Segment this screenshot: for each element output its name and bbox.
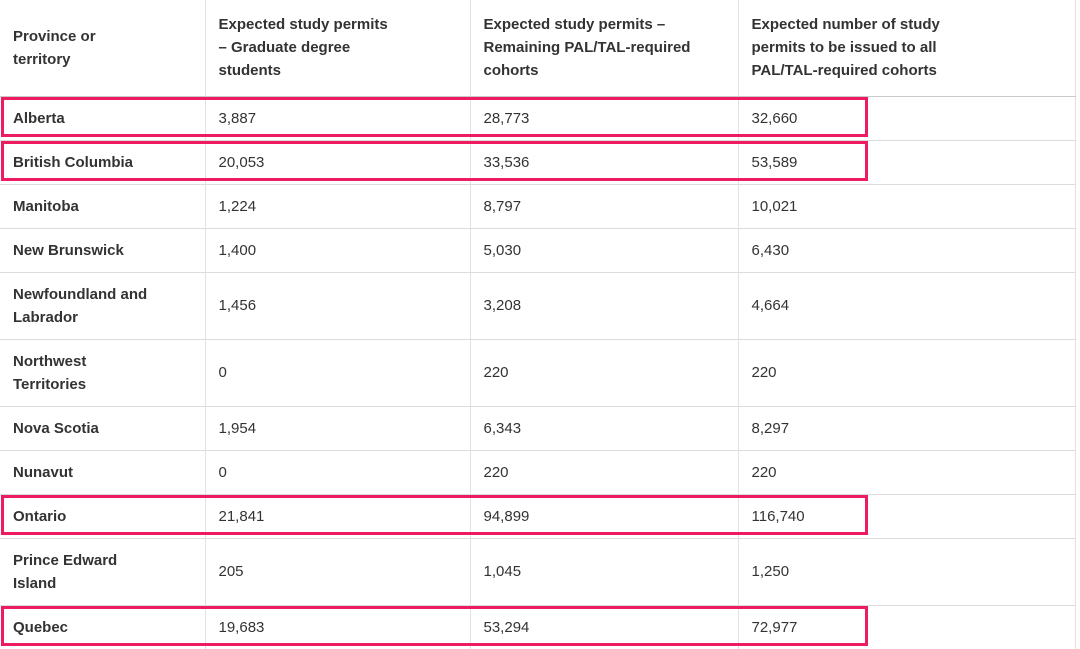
value-cell: 72,977 bbox=[738, 605, 1076, 649]
table-row: Nunavut 0 220 220 bbox=[0, 450, 1076, 495]
table-row: New Brunswick 1,400 5,030 6,430 bbox=[0, 228, 1076, 273]
province-cell: Newfoundland and Labrador bbox=[0, 272, 206, 340]
column-header-total-permits: Expected number of study permits to be i… bbox=[738, 0, 1076, 97]
value-cell: 220 bbox=[738, 450, 1076, 495]
province-cell: Nova Scotia bbox=[0, 406, 206, 451]
table-body: Alberta 3,887 28,773 32,660 British Columbia… bbox=[0, 96, 1076, 649]
value-cell: 0 bbox=[205, 450, 471, 495]
value-cell: 5,030 bbox=[470, 228, 739, 273]
value-cell: 205 bbox=[205, 538, 471, 606]
value-cell: 4,664 bbox=[738, 272, 1076, 340]
value-cell: 21,841 bbox=[205, 494, 471, 539]
province-cell: Prince Edward Island bbox=[0, 538, 206, 606]
province-cell: New Brunswick bbox=[0, 228, 206, 273]
table-row: British Columbia 20,053 33,536 53,589 bbox=[0, 140, 1076, 185]
value-cell: 3,208 bbox=[470, 272, 739, 340]
value-cell: 53,589 bbox=[738, 140, 1076, 185]
value-cell: 1,224 bbox=[205, 184, 471, 229]
value-cell: 1,250 bbox=[738, 538, 1076, 606]
value-cell: 94,899 bbox=[470, 494, 739, 539]
province-cell: Manitoba bbox=[0, 184, 206, 229]
value-cell: 33,536 bbox=[470, 140, 739, 185]
province-cell: Quebec bbox=[0, 605, 206, 649]
table-row: Newfoundland and Labrador 1,456 3,208 4,664 bbox=[0, 272, 1076, 340]
value-cell: 220 bbox=[738, 339, 1076, 407]
table-row: Manitoba 1,224 8,797 10,021 bbox=[0, 184, 1076, 229]
value-cell: 220 bbox=[470, 450, 739, 495]
value-cell: 6,343 bbox=[470, 406, 739, 451]
table-header: Province or territory Expected study per… bbox=[0, 0, 1076, 97]
table-row: Prince Edward Island 205 1,045 1,250 bbox=[0, 538, 1076, 606]
column-header-remaining-cohorts: Expected study permits – Remaining PAL/T… bbox=[470, 0, 739, 97]
value-cell: 8,297 bbox=[738, 406, 1076, 451]
province-cell: Alberta bbox=[0, 96, 206, 141]
province-cell: Ontario bbox=[0, 494, 206, 539]
value-cell: 6,430 bbox=[738, 228, 1076, 273]
value-cell: 20,053 bbox=[205, 140, 471, 185]
table-row: Northwest Territories 0 220 220 bbox=[0, 339, 1076, 407]
value-cell: 32,660 bbox=[738, 96, 1076, 141]
table-row: Ontario 21,841 94,899 116,740 bbox=[0, 494, 1076, 539]
column-header-graduate-permits: Expected study permits – Graduate degree… bbox=[205, 0, 471, 97]
value-cell: 1,954 bbox=[205, 406, 471, 451]
value-cell: 1,456 bbox=[205, 272, 471, 340]
province-cell: Nunavut bbox=[0, 450, 206, 495]
table-row: Quebec 19,683 53,294 72,977 bbox=[0, 605, 1076, 649]
value-cell: 0 bbox=[205, 339, 471, 407]
table-row: Nova Scotia 1,954 6,343 8,297 bbox=[0, 406, 1076, 451]
table-row: Alberta 3,887 28,773 32,660 bbox=[0, 96, 1076, 141]
value-cell: 3,887 bbox=[205, 96, 471, 141]
value-cell: 1,400 bbox=[205, 228, 471, 273]
province-cell: Northwest Territories bbox=[0, 339, 206, 407]
value-cell: 19,683 bbox=[205, 605, 471, 649]
province-cell: British Columbia bbox=[0, 140, 206, 185]
value-cell: 28,773 bbox=[470, 96, 739, 141]
value-cell: 8,797 bbox=[470, 184, 739, 229]
value-cell: 116,740 bbox=[738, 494, 1076, 539]
value-cell: 220 bbox=[470, 339, 739, 407]
value-cell: 1,045 bbox=[470, 538, 739, 606]
value-cell: 53,294 bbox=[470, 605, 739, 649]
value-cell: 10,021 bbox=[738, 184, 1076, 229]
header-row: Province or territory Expected study per… bbox=[0, 0, 1076, 97]
column-header-province: Province or territory bbox=[0, 0, 206, 97]
